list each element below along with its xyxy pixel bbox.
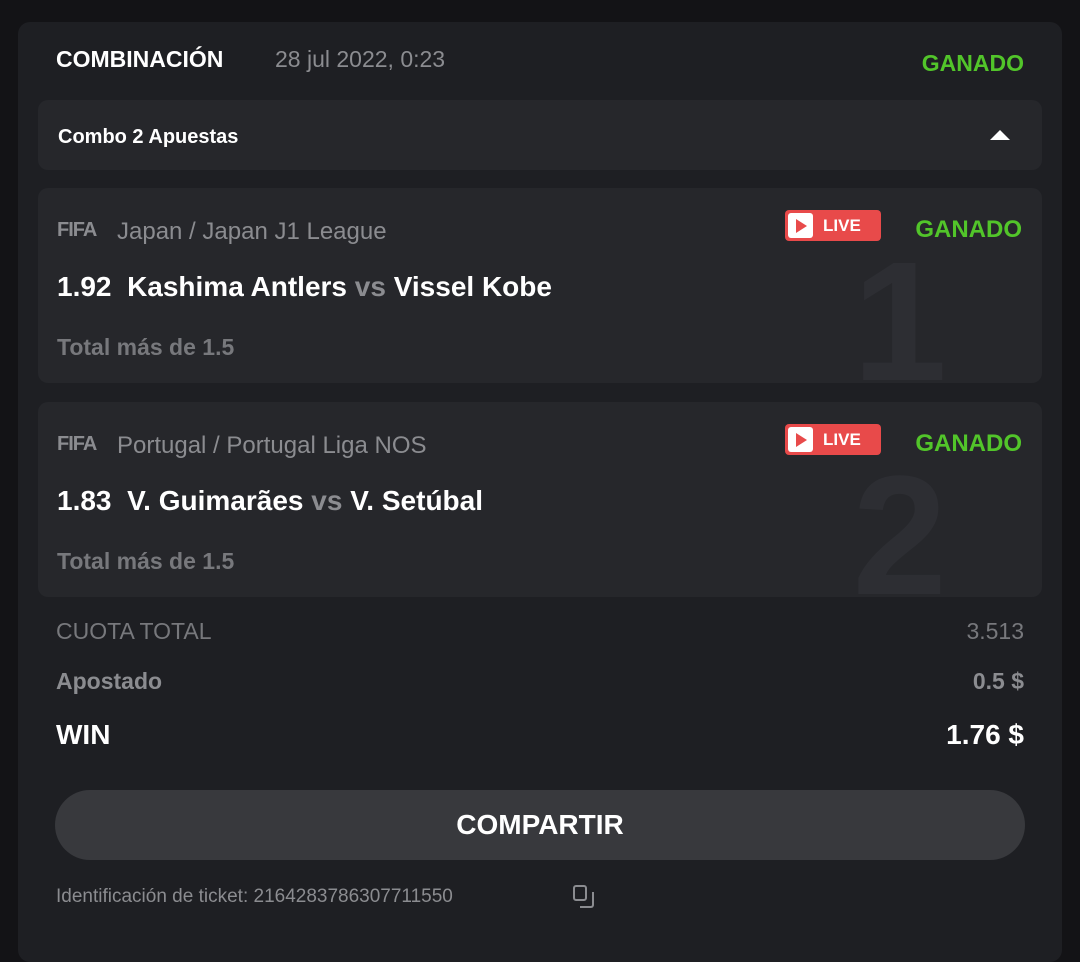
odds: 1.83 (57, 485, 112, 516)
live-label: LIVE (823, 430, 861, 449)
play-icon (788, 213, 813, 238)
bet-selection: 2 FIFA Portugal / Portugal Liga NOS LIVE… (38, 402, 1042, 597)
league: Japan / Japan J1 League (117, 218, 387, 245)
live-label: LIVE (823, 216, 861, 235)
combo-toggle[interactable]: Combo 2 Apuestas (38, 100, 1042, 170)
stake: 0.5 $ (972, 668, 1024, 694)
market: Total más de 1.5 (57, 334, 235, 360)
away-team: Vissel Kobe (393, 271, 552, 302)
selection-status: GANADO (915, 216, 1022, 243)
bet-selection: 1 FIFA Japan / Japan J1 League LIVE GANA… (38, 188, 1042, 383)
total-odds: 3.513 (966, 618, 1024, 644)
total-odds-label: CUOTA TOTAL (56, 618, 212, 644)
away-team: V. Setúbal (350, 485, 483, 516)
home-team: V. Guimarães (127, 485, 304, 516)
live-badge: LIVE (785, 210, 881, 241)
selection-status: GANADO (915, 430, 1022, 457)
play-icon (788, 427, 813, 452)
selection-number: 2 (852, 441, 947, 597)
fifa-icon: FIFA (57, 433, 97, 455)
market: Total más de 1.5 (57, 548, 235, 574)
combo-label: Combo 2 Apuestas (58, 126, 239, 148)
selection-number: 1 (852, 227, 947, 383)
copy-icon[interactable] (573, 885, 597, 909)
league: Portugal / Portugal Liga NOS (117, 432, 427, 459)
stake-label: Apostado (56, 668, 163, 694)
fifa-icon: FIFA (57, 219, 97, 241)
match: 1.83 V. Guimarães vs V. Setúbal (57, 485, 483, 517)
bet-card: COMBINACIÓN 28 jul 2022, 0:23 GANADO Com… (18, 22, 1062, 962)
bet-datetime: 28 jul 2022, 0:23 (275, 46, 446, 72)
bet-type: COMBINACIÓN (56, 46, 224, 72)
bet-status: GANADO (921, 50, 1024, 76)
caret-up-icon[interactable] (990, 130, 1010, 140)
win-label: WIN (56, 719, 111, 750)
home-team: Kashima Antlers (127, 271, 347, 302)
odds: 1.92 (57, 271, 112, 302)
vs: vs (311, 485, 343, 516)
vs: vs (354, 271, 386, 302)
live-badge: LIVE (785, 424, 881, 455)
win-amount: 1.76 $ (946, 719, 1024, 750)
share-button[interactable]: COMPARTIR (55, 790, 1025, 860)
ticket-id: Identificación de ticket: 21642837863077… (56, 886, 453, 907)
match: 1.92 Kashima Antlers vs Vissel Kobe (57, 271, 552, 303)
